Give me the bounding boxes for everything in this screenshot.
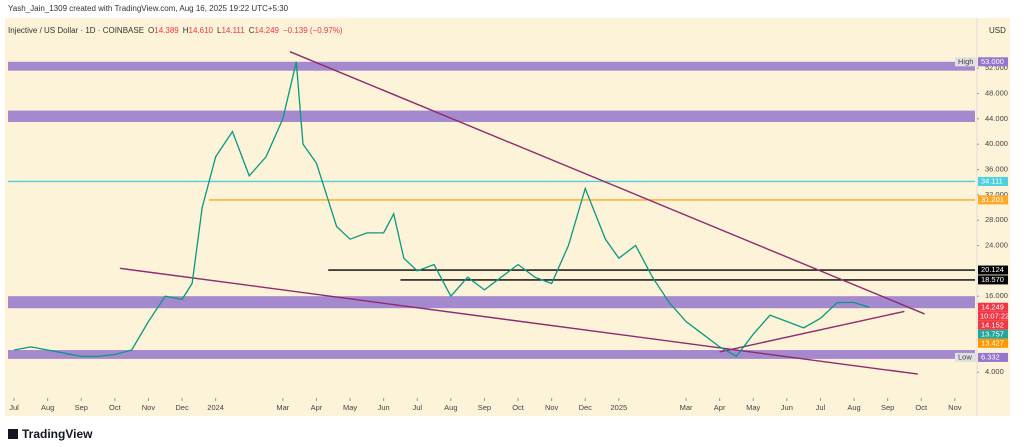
price-tag bbox=[978, 338, 1008, 348]
price-tag-label: 13.427 bbox=[981, 338, 1004, 347]
price-tag bbox=[978, 195, 1008, 205]
x-tick-label: Sep bbox=[881, 403, 894, 412]
price-tag-name: Low bbox=[958, 352, 972, 361]
ohlc-label: C bbox=[249, 26, 255, 35]
x-tick-label: Jun bbox=[781, 403, 793, 412]
plot-background bbox=[5, 18, 1010, 416]
x-tick-label: Apr bbox=[714, 403, 726, 412]
zone bbox=[8, 350, 975, 359]
x-tick-label: Jul bbox=[816, 403, 826, 412]
x-tick-label: Nov bbox=[545, 403, 559, 412]
y-tick-label: 48.000 bbox=[985, 88, 1008, 97]
y-tick-label: 16.000 bbox=[985, 291, 1008, 300]
price-tag bbox=[978, 352, 1008, 362]
brand: TradingView bbox=[8, 427, 93, 441]
price-tag bbox=[978, 57, 1008, 67]
price-tag bbox=[978, 320, 1008, 330]
y-tick-label: 40.000 bbox=[985, 139, 1008, 148]
price-tag-label: 34.111 bbox=[981, 176, 1003, 185]
symbol-line: Injective / US Dollar · 1D · COINBASE O14… bbox=[8, 26, 343, 35]
ohlc-value: 14.111 bbox=[221, 26, 245, 35]
y-tick-label: 44.000 bbox=[985, 114, 1008, 123]
x-tick-label: Oct bbox=[109, 403, 122, 412]
x-tick-label: May bbox=[343, 403, 357, 412]
y-tick-label: 4.000 bbox=[985, 367, 1004, 376]
symbol: Injective / US Dollar · 1D · COINBASE bbox=[8, 26, 144, 35]
x-tick-label: Sep bbox=[75, 403, 88, 412]
x-tick-label: 2024 bbox=[207, 403, 224, 412]
price-tag bbox=[978, 302, 1008, 312]
ohlc-label: L bbox=[217, 26, 222, 35]
price-tag-label: 18.570 bbox=[981, 275, 1004, 284]
zone bbox=[8, 296, 975, 309]
x-tick-label: Sep bbox=[478, 403, 491, 412]
price-tag-label: 20.124 bbox=[981, 265, 1004, 274]
price-tag bbox=[978, 275, 1008, 285]
countdown: 10:07:22 bbox=[980, 311, 1009, 320]
price-tag-label: 31.201 bbox=[981, 195, 1004, 204]
price-tag-label: 14.249 bbox=[981, 302, 1004, 311]
x-tick-label: Nov bbox=[142, 403, 156, 412]
currency: USD bbox=[989, 26, 1006, 35]
x-tick-label: Oct bbox=[915, 403, 928, 412]
price-tag-label: 6.332 bbox=[981, 352, 1000, 361]
ohlc-label: O bbox=[148, 26, 154, 35]
countdown-box bbox=[978, 311, 1008, 321]
price-tag-name-box bbox=[955, 57, 977, 67]
y-tick-label: 52.000 bbox=[985, 63, 1008, 72]
price-tag bbox=[978, 176, 1008, 186]
y-tick-label: 28.000 bbox=[985, 215, 1008, 224]
price-tag bbox=[978, 265, 1008, 275]
ohlc-value: 14.389 bbox=[154, 26, 179, 35]
x-tick-label: Nov bbox=[948, 403, 962, 412]
x-tick-label: May bbox=[746, 403, 760, 412]
x-tick-label: Jun bbox=[378, 403, 390, 412]
x-tick-label: Aug bbox=[444, 403, 457, 412]
ohlc-value: 14.249 bbox=[255, 26, 280, 35]
y-tick-label: 24.000 bbox=[985, 240, 1008, 249]
trendline bbox=[119, 267, 918, 375]
ohlc-value: 14.610 bbox=[189, 26, 214, 35]
y-tick-label: 36.000 bbox=[985, 164, 1008, 173]
x-tick-label: Jul bbox=[412, 403, 422, 412]
x-tick-label: 2025 bbox=[610, 403, 627, 412]
ohlc-label: H bbox=[183, 26, 189, 35]
zone bbox=[8, 61, 975, 71]
trendline bbox=[719, 310, 905, 353]
change: −0.139 (−0.97%) bbox=[283, 26, 343, 35]
x-tick-label: Mar bbox=[276, 403, 289, 412]
x-tick-label: Aug bbox=[847, 403, 860, 412]
price-tag bbox=[978, 329, 1008, 339]
x-tick-label: Jul bbox=[9, 403, 19, 412]
trendline bbox=[289, 51, 925, 315]
price-tag-label: 53.000 bbox=[981, 57, 1004, 66]
x-tick-label: Dec bbox=[579, 403, 593, 412]
brand-name: TradingView bbox=[22, 427, 93, 441]
x-tick-label: Apr bbox=[311, 403, 323, 412]
price-tag-label: 14.152 bbox=[981, 320, 1004, 329]
author-line: Yash_Jain_1309 created with TradingView.… bbox=[8, 4, 289, 13]
x-tick-label: Oct bbox=[512, 403, 525, 412]
price-tag-name-box bbox=[955, 352, 977, 362]
y-tick-label: 32.000 bbox=[985, 190, 1008, 199]
brand-logo bbox=[8, 429, 18, 439]
price-tag-name: High bbox=[958, 57, 973, 66]
zone bbox=[8, 110, 975, 122]
x-tick-label: Dec bbox=[175, 403, 189, 412]
price-line bbox=[13, 61, 870, 358]
x-tick-label: Aug bbox=[41, 403, 54, 412]
price-tag-label: 13.757 bbox=[981, 329, 1004, 338]
x-tick-label: Mar bbox=[680, 403, 693, 412]
